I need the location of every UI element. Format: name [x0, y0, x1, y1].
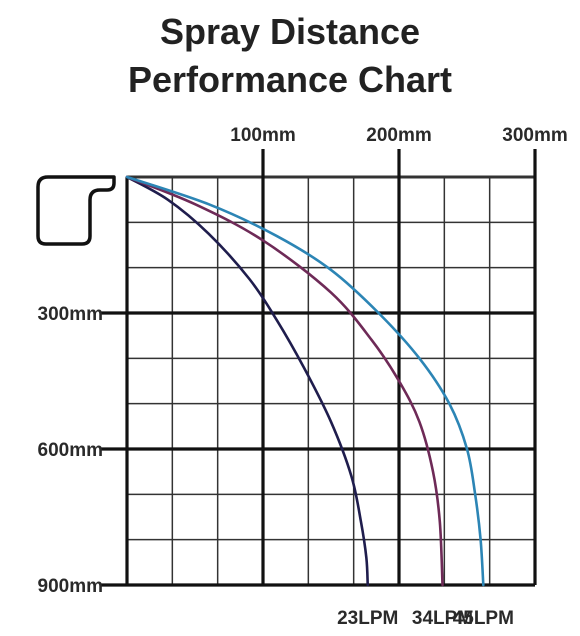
chart-title-line-1: Spray Distance: [159, 11, 421, 52]
series-label-34lpm: 34LPM: [412, 608, 473, 629]
chart-title: Spray Distance Performance Chart: [0, 8, 580, 104]
grid-lines: [125, 175, 537, 587]
axes: [101, 149, 537, 587]
series-label-23lpm: 23LPM: [337, 608, 398, 629]
series-line-23lpm: [125, 175, 370, 587]
chart-title-line-2: Performance Chart: [127, 59, 453, 100]
y-tick-label: 300mm: [38, 304, 104, 325]
x-tick-label: 100mm: [230, 125, 296, 146]
series-label-45lpm: 45LPM: [453, 608, 514, 629]
y-tick-label: 600mm: [38, 440, 104, 461]
series-line-45lpm: [125, 175, 485, 587]
y-tick-label: 900mm: [38, 576, 104, 597]
x-tick-label: 300mm: [502, 125, 568, 146]
data-series: [125, 175, 485, 587]
series-line-34lpm: [125, 175, 444, 587]
spray-nozzle-icon: [36, 175, 116, 246]
tick-labels: 100mm 200mm 300mm 300mm 600mm 900mm 23LPM 34LPM…: [38, 125, 568, 629]
x-tick-label: 200mm: [366, 125, 432, 146]
